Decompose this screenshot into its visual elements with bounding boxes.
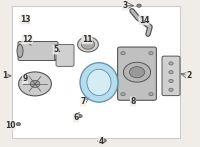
Text: 11: 11 [82,35,92,44]
Text: 8: 8 [130,97,136,106]
Ellipse shape [80,63,118,102]
Circle shape [78,37,98,52]
Text: 14: 14 [139,16,149,25]
Text: 5: 5 [53,45,58,54]
Text: 1: 1 [2,71,7,80]
Text: 7: 7 [80,97,86,106]
Circle shape [121,52,125,55]
Circle shape [169,71,173,74]
Text: 3: 3 [122,1,128,10]
Circle shape [19,72,51,96]
Circle shape [81,40,95,49]
Circle shape [129,67,145,78]
Text: 9: 9 [22,74,28,83]
Text: 2: 2 [186,71,192,80]
FancyBboxPatch shape [18,41,58,61]
Circle shape [149,93,153,96]
Circle shape [169,62,173,65]
Ellipse shape [17,44,23,58]
Bar [12,6,180,138]
Bar [54,44,60,59]
Circle shape [169,88,173,91]
Ellipse shape [87,69,111,96]
Circle shape [78,115,82,118]
Circle shape [16,122,21,126]
Text: 4: 4 [98,137,104,146]
Text: 12: 12 [22,35,32,44]
Circle shape [137,4,141,7]
Circle shape [123,62,151,82]
FancyBboxPatch shape [56,44,74,66]
Circle shape [149,52,153,55]
FancyBboxPatch shape [162,56,180,96]
Circle shape [169,79,173,83]
Text: 10: 10 [5,121,16,130]
Circle shape [30,80,40,87]
Text: 6: 6 [73,113,79,122]
Circle shape [121,93,125,96]
FancyBboxPatch shape [118,47,156,100]
Circle shape [102,139,106,142]
Text: 13: 13 [20,15,30,24]
